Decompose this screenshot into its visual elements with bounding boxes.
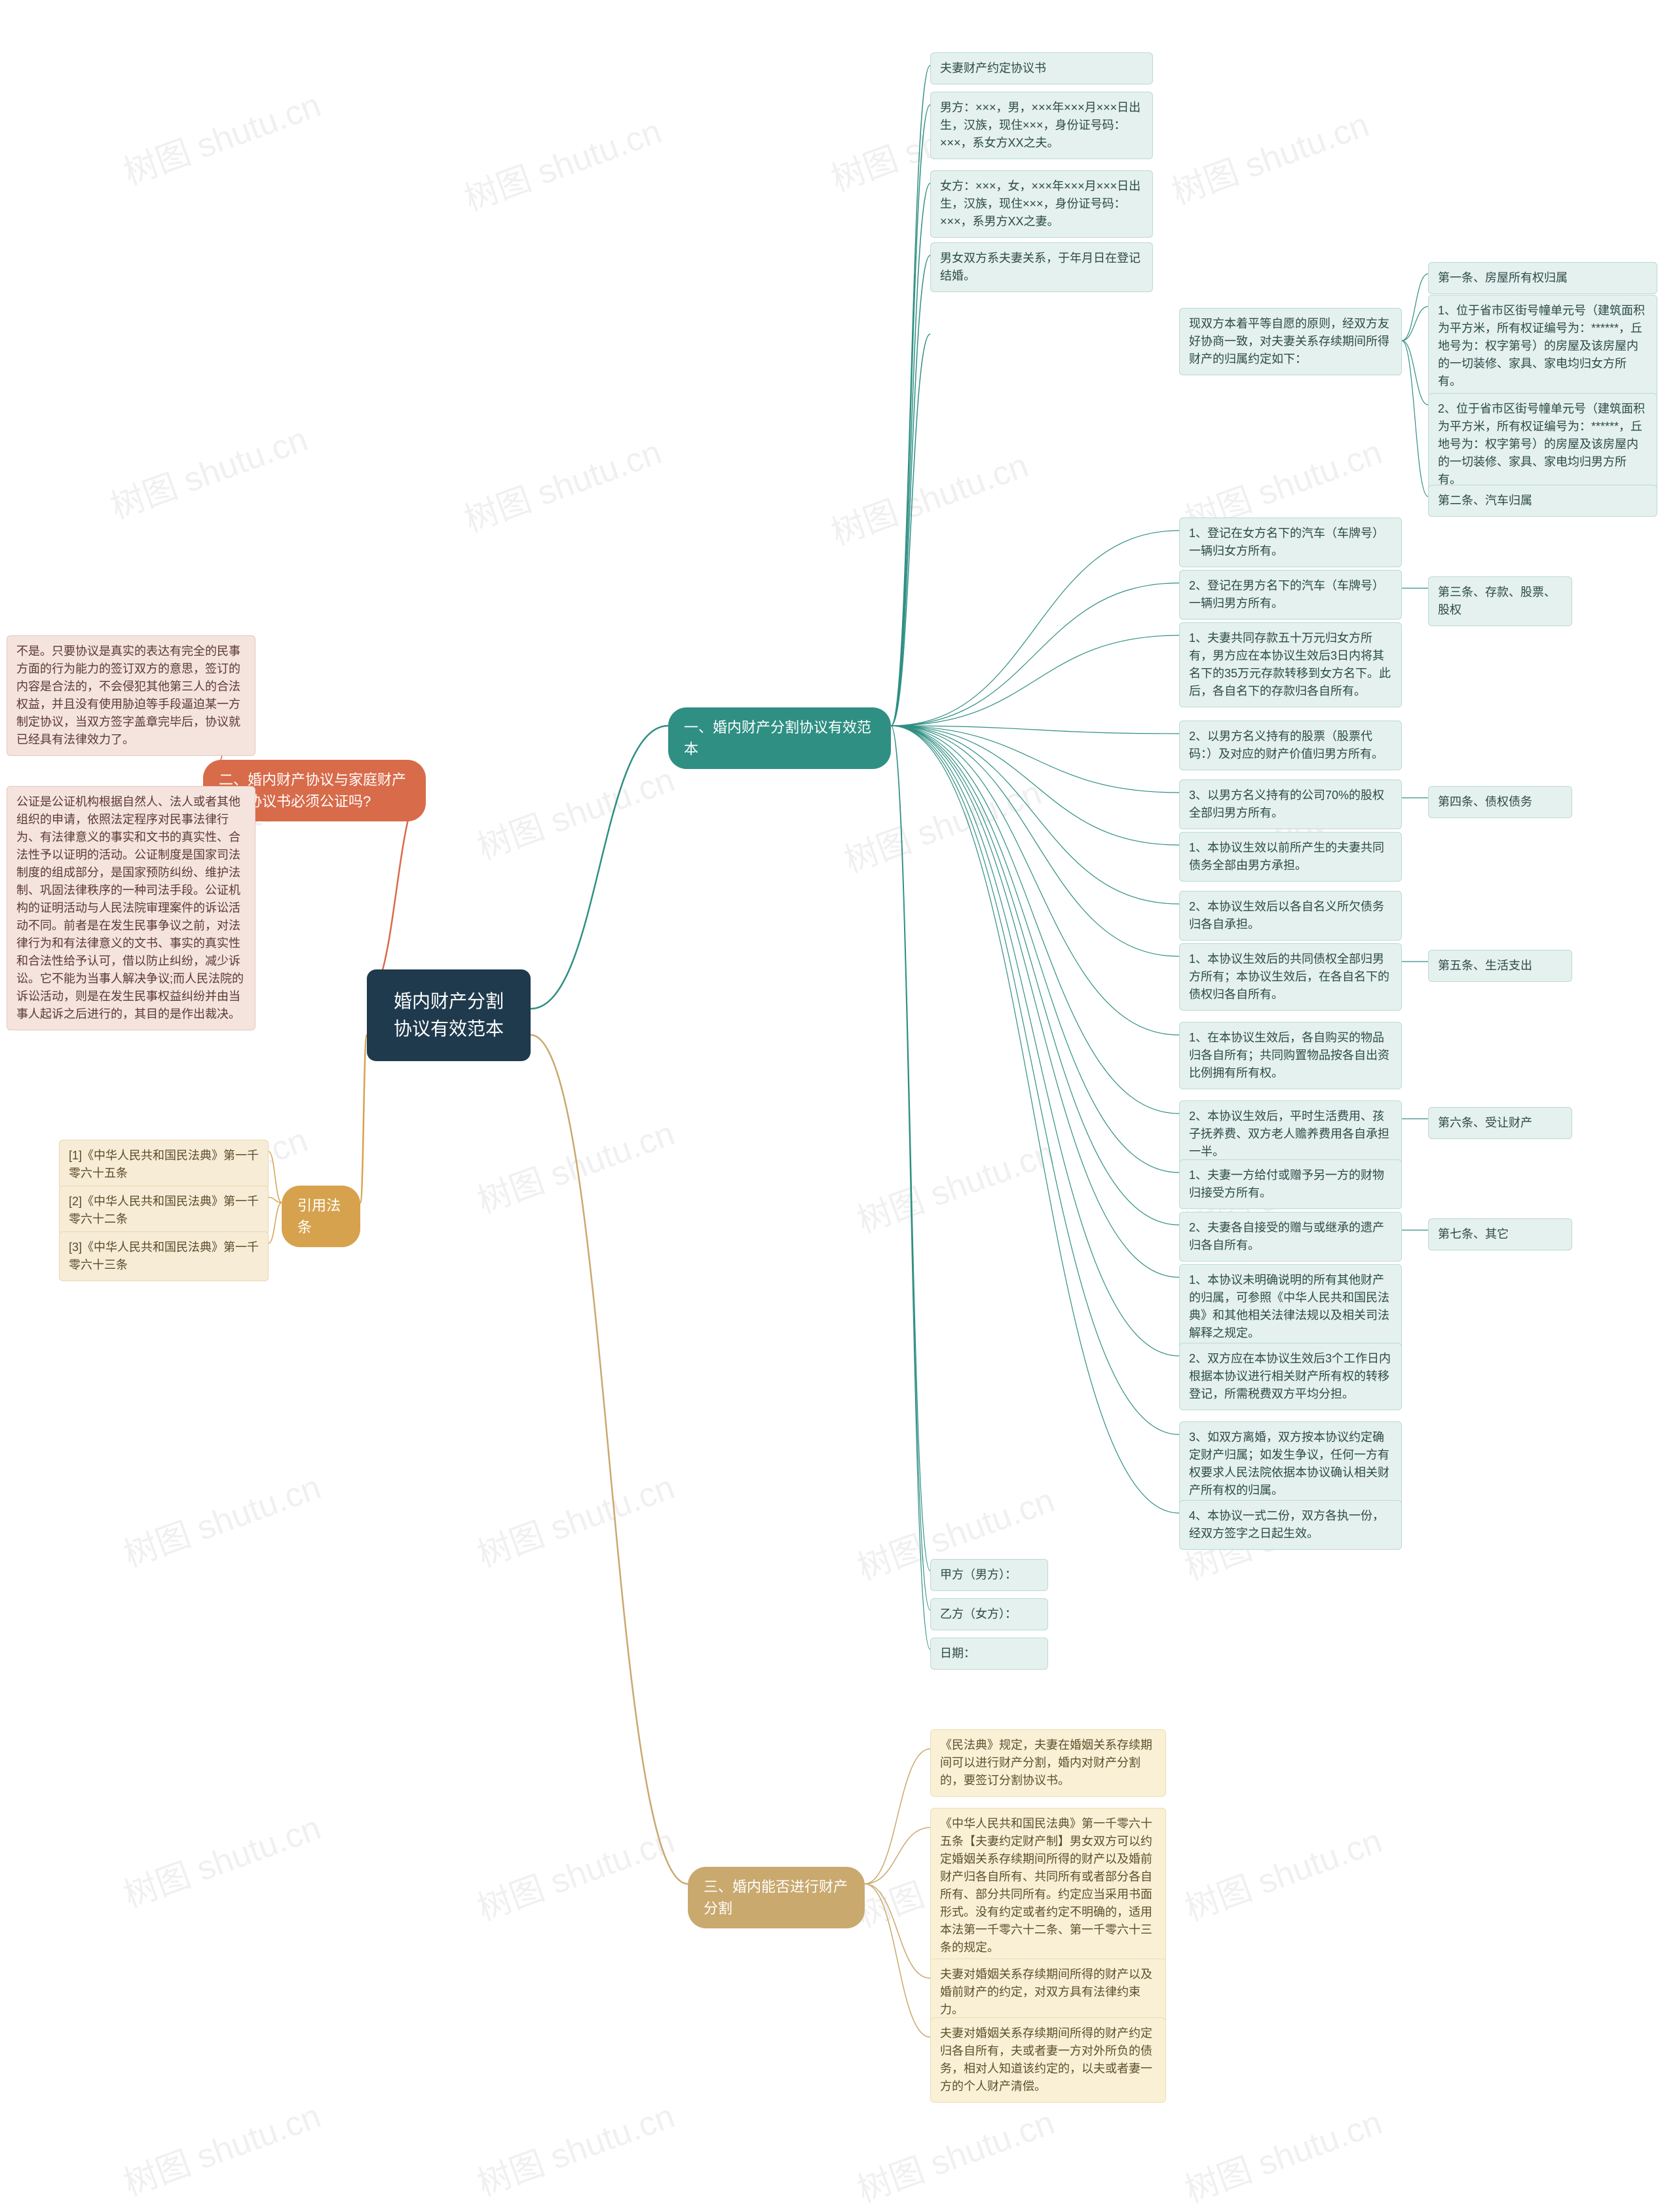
leaf-node: 2、双方应在本协议生效后3个工作日内根据本协议进行相关财产所有权的转移登记，所需… — [1179, 1343, 1402, 1410]
leaf-node: 2、夫妻各自接受的赠与或继承的遗产归各自所有。 — [1179, 1212, 1402, 1262]
watermark: 树图 shutu.cn — [470, 1459, 681, 1576]
leaf-node: [2]《中华人民共和国民法典》第一千零六十二条 — [59, 1186, 269, 1235]
leaf-node: 4、本协议一式二份，双方各执一份，经双方签字之日起生效。 — [1179, 1500, 1402, 1550]
watermark: 树图 shutu.cn — [457, 103, 668, 220]
watermark: 树图 shutu.cn — [457, 424, 668, 541]
leaf-node: 男方：×××，男，×××年×××月×××日出生，汉族，现住×××，身份证号码：×… — [930, 92, 1153, 159]
leaf-node: 第二条、汽车归属 — [1428, 485, 1657, 517]
leaf-node: 1、本协议未明确说明的所有其他财产的归属，可参照《中华人民共和国民法典》和其他相… — [1179, 1264, 1402, 1349]
leaf-node: 夫妻财产约定协议书 — [930, 52, 1153, 84]
leaf-node: 《民法典》规定，夫妻在婚姻关系存续期间可以进行财产分割，婚内对财产分割的，要签订… — [930, 1729, 1166, 1797]
leaf-node: 现双方本着平等自愿的原则，经双方友好协商一致，对夫妻关系存续期间所得财产的归属约… — [1179, 308, 1402, 375]
leaf-node: 1、夫妻共同存款五十万元归女方所有，男方应在本协议生效后3日内将其名下的35万元… — [1179, 622, 1402, 707]
watermark: 树图 shutu.cn — [470, 1106, 681, 1222]
leaf-node: 不是。只要协议是真实的表达有完全的民事方面的行为能力的签订双方的意思，签订的内容… — [7, 635, 255, 756]
branch-b4: 三、婚内能否进行财产分割 — [688, 1867, 865, 1928]
leaf-node: 第一条、房屋所有权归属 — [1428, 262, 1657, 294]
watermark: 树图 shutu.cn — [103, 411, 314, 528]
leaf-node: 2、位于省市区街号幢单元号（建筑面积为平方米，所有权证编号为：******，丘地… — [1428, 393, 1657, 496]
watermark: 树图 shutu.cn — [1164, 97, 1375, 214]
leaf-node: 1、本协议生效以前所产生的夫妻共同债务全部由男方承担。 — [1179, 832, 1402, 882]
watermark: 树图 shutu.cn — [837, 765, 1047, 882]
leaf-node: 2、登记在男方名下的汽车（车牌号）一辆归男方所有。 — [1179, 570, 1402, 620]
leaf-node: 夫妻对婚姻关系存续期间所得的财产约定归各自所有，夫或者妻一方对外所负的债务，相对… — [930, 2017, 1166, 2103]
leaf-node: 第三条、存款、股票、股权 — [1428, 576, 1572, 626]
leaf-node: 甲方（男方）： — [930, 1559, 1048, 1591]
watermark: 树图 shutu.cn — [850, 1125, 1061, 1242]
watermark: 树图 shutu.cn — [470, 2088, 681, 2205]
leaf-node: 第六条、受让财产 — [1428, 1107, 1572, 1139]
leaf-node: 3、以男方名义持有的公司70%的股权全部归男方所有。 — [1179, 779, 1402, 829]
root-node: 婚内财产分割协议有效范本 — [367, 969, 531, 1061]
leaf-node: [1]《中华人民共和国民法典》第一千零六十五条 — [59, 1140, 269, 1190]
leaf-node: [3]《中华人民共和国民法典》第一千零六十三条 — [59, 1231, 269, 1281]
leaf-node: 男女双方系夫妻关系，于年月日在登记结婚。 — [930, 242, 1153, 292]
watermark: 树图 shutu.cn — [116, 2088, 327, 2205]
leaf-node: 第五条、生活支出 — [1428, 950, 1572, 982]
leaf-node: 1、本协议生效后的共同债权全部归男方所有；本协议生效后，在各自名下的债权归各自所… — [1179, 943, 1402, 1011]
leaf-node: 日期： — [930, 1638, 1048, 1670]
leaf-node: 乙方（女方）： — [930, 1598, 1048, 1630]
watermark: 树图 shutu.cn — [1177, 1813, 1388, 1930]
branch-b3: 引用法条 — [282, 1186, 360, 1247]
leaf-node: 女方：×××，女，×××年×××月×××日出生，汉族，现住×××，身份证号码：×… — [930, 170, 1153, 238]
watermark: 树图 shutu.cn — [470, 752, 681, 869]
leaf-node: 1、夫妻一方给付或赠予另一方的财物归接受方所有。 — [1179, 1159, 1402, 1209]
leaf-node: 2、以男方名义持有的股票（股票代码：）及对应的财产价值归男方所有。 — [1179, 721, 1402, 770]
leaf-node: 公证是公证机构根据自然人、法人或者其他组织的申请，依照法定程序对民事法律行为、有… — [7, 786, 255, 1030]
leaf-node: 2、本协议生效后，平时生活费用、孩子抚养费、双方老人赡养费用各自承担一半。 — [1179, 1100, 1402, 1168]
watermark: 树图 shutu.cn — [116, 1459, 327, 1576]
leaf-node: 1、在本协议生效后，各自购买的物品归各自所有；共同购置物品按各自出资比例拥有所有… — [1179, 1022, 1402, 1089]
leaf-node: 夫妻对婚姻关系存续期间所得的财产以及婚前财产的约定，对双方具有法律约束力。 — [930, 1959, 1166, 2026]
watermark: 树图 shutu.cn — [823, 438, 1034, 554]
watermark: 树图 shutu.cn — [850, 2095, 1061, 2211]
branch-b1: 一、婚内财产分割协议有效范本 — [668, 707, 891, 769]
leaf-node: 第四条、债权债务 — [1428, 786, 1572, 818]
leaf-node: 2、本协议生效后以各自名义所欠债务归各自承担。 — [1179, 891, 1402, 941]
leaf-node: 《中华人民共和国民法典》第一千零六十五条【夫妻约定财产制】男女双方可以约定婚姻关… — [930, 1808, 1166, 1964]
watermark: 树图 shutu.cn — [116, 1800, 327, 1917]
leaf-node: 1、登记在女方名下的汽车（车牌号）一辆归女方所有。 — [1179, 517, 1402, 567]
watermark: 树图 shutu.cn — [470, 1813, 681, 1930]
watermark: 树图 shutu.cn — [116, 77, 327, 194]
leaf-node: 第七条、其它 — [1428, 1218, 1572, 1250]
leaf-node: 1、位于省市区街号幢单元号（建筑面积为平方米，所有权证编号为：******，丘地… — [1428, 295, 1657, 398]
leaf-node: 3、如双方离婚，双方按本协议约定确定财产归属；如发生争议，任何一方有权要求人民法… — [1179, 1421, 1402, 1507]
watermark: 树图 shutu.cn — [1177, 2095, 1388, 2211]
root-text: 婚内财产分割协议有效范本 — [394, 991, 504, 1039]
